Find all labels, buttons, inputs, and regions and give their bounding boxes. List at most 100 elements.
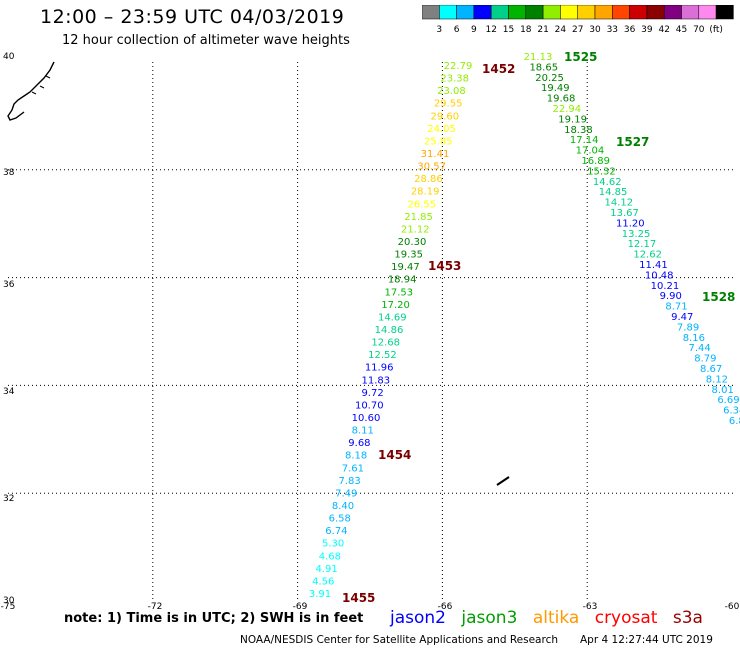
wave-height-label: 18.65 [529, 62, 558, 73]
colorbar-label: 6 [454, 25, 460, 35]
wave-height-label: 21.13 [524, 52, 553, 63]
colorbar-swatch [715, 5, 734, 20]
map-title: 12:00 – 23:59 UTC 04/03/2019 [40, 6, 345, 28]
wave-height-label: 4.68 [319, 551, 341, 562]
wave-height-label: 13.25 [622, 229, 651, 240]
wave-height-label: 19.47 [391, 262, 420, 273]
wave-height-label: 8.11 [352, 426, 374, 437]
wave-height-label: 19.35 [394, 250, 423, 261]
wave-height-label: 28.19 [411, 187, 440, 198]
colorbar-label: 36 [624, 25, 636, 35]
wave-height-label: 16.89 [581, 156, 610, 167]
colorbar-label: 9 [471, 25, 477, 35]
wave-height-label: 14.12 [604, 198, 633, 209]
wave-height-label: 24.05 [427, 124, 456, 135]
colorbar-label: 18 [520, 25, 532, 35]
wave-height-label: 10.48 [645, 270, 674, 281]
pass-time-label: 1527 [616, 135, 649, 149]
wave-height-label: 30.57 [417, 162, 446, 173]
wave-height-label: 7.61 [342, 463, 364, 474]
colorbar-label: 45 [676, 25, 687, 35]
x-tick-label: -72 [148, 602, 163, 610]
credit-timestamp: Apr 4 12:27:44 UTC 2019 [580, 634, 713, 646]
wave-height-label: 20.30 [398, 237, 427, 248]
wave-height-label: 12.52 [368, 350, 397, 361]
wave-height-label: 14.86 [375, 325, 404, 336]
mission-altika: altika [532, 608, 580, 628]
wave-height-label: 9.47 [671, 312, 693, 323]
y-tick-label: 34 [3, 387, 15, 397]
y-tick-label: 38 [3, 168, 15, 178]
wave-height-label: 18.94 [388, 275, 417, 286]
x-tick-label: -63 [583, 602, 598, 610]
y-tick-label: 32 [3, 494, 14, 504]
wave-height-label: 8.12 [706, 374, 728, 385]
wave-height-label: 23.38 [440, 74, 469, 85]
pass-time-label: 1528 [702, 290, 735, 304]
colorbar-label: 42 [658, 25, 669, 35]
wave-height-label: 6.69 [717, 395, 739, 406]
wave-height-label: 12.17 [628, 239, 657, 250]
wave-height-label: 20.25 [535, 73, 564, 84]
wave-height-label: 8.71 [665, 302, 687, 313]
coastline [7, 61, 55, 121]
colorbar-label: 3 [436, 25, 442, 35]
wave-height-label: 9.90 [660, 291, 682, 302]
wave-height-label: 21.12 [401, 224, 430, 235]
wave-height-label: 17.14 [570, 135, 599, 146]
pass-time-label: 1455 [342, 591, 375, 605]
wave-height-label: 6.58 [329, 514, 351, 525]
wave-height-label: 22.94 [553, 104, 582, 115]
colorbar-label: 30 [589, 25, 601, 35]
wave-height-label: 25.85 [424, 136, 453, 147]
wave-height-label: 14.85 [599, 187, 628, 198]
wave-height-label: 23.08 [437, 86, 466, 97]
colorbar-label: 12 [485, 25, 496, 35]
wave-height-label: 8.18 [345, 451, 367, 462]
wave-height-label: 12.68 [371, 338, 400, 349]
wave-height-label: 10.70 [355, 400, 384, 411]
wave-height-label: 12.62 [633, 250, 662, 261]
wave-height-label: 14.69 [378, 312, 407, 323]
mission-s3a: s3a [672, 608, 703, 628]
colorbar-label: 33 [607, 25, 618, 35]
wave-height-label: 19.68 [547, 94, 576, 105]
wave-height-label: 11.41 [639, 260, 668, 271]
wave-height-label: 7.44 [688, 343, 710, 354]
wave-height-label: 29.55 [434, 99, 463, 110]
wave-height-label: 6.34 [723, 406, 740, 417]
wave-height-label: 10.21 [651, 281, 680, 292]
wave-height-label: 8.16 [683, 333, 705, 344]
wave-height-label: 18.38 [564, 125, 593, 136]
wave-height-label: 22.79 [444, 61, 473, 72]
coastline-islands [31, 75, 51, 95]
wave-height-label: 19.19 [558, 114, 587, 125]
colorbar-label: 21 [537, 25, 548, 35]
wave-height-label: 5.30 [322, 539, 344, 550]
altimeter-map: -75 -72 -69 -66 -63 -60 40 38 36 34 32 30 22.79 23.38… [1, 50, 740, 610]
y-tick-label: 36 [3, 280, 15, 290]
wave-height-label: 26.55 [408, 199, 437, 210]
wave-height-label: 8.67 [700, 364, 722, 375]
wave-height-label: 4.56 [312, 576, 334, 587]
wave-height-label: 11.83 [362, 375, 391, 386]
colorbar-label: 70 [693, 25, 705, 35]
map-subtitle: 12 hour collection of altimeter wave hei… [62, 33, 350, 48]
wave-height-label: 8.40 [332, 501, 354, 512]
wave-height-label: 17.20 [381, 300, 410, 311]
y-tick-label: 30 [3, 596, 15, 606]
mission-legend: jason2 jason3 altika cryosat s3a [390, 608, 713, 628]
wave-height-label: 6.74 [325, 526, 347, 537]
wave-height-label: 17.53 [385, 287, 414, 298]
mission-jason3: jason3 [461, 608, 518, 628]
wave-height-label: 21.85 [404, 212, 433, 223]
wave-height-label: 8.79 [694, 354, 716, 365]
wave-height-label: 19.49 [541, 83, 570, 94]
footer-note: note: 1) Time is in UTC; 2) SWH is in fe… [64, 611, 364, 626]
colorbar-label: 27 [572, 25, 583, 35]
colorbar-label: 39 [641, 25, 653, 35]
credit-text: NOAA/NESDIS Center for Satellite Applica… [240, 634, 558, 646]
x-tick-label: -75 [1, 602, 16, 610]
wave-height-label: 13.67 [610, 208, 639, 219]
colorbar-label: 24 [555, 25, 567, 35]
